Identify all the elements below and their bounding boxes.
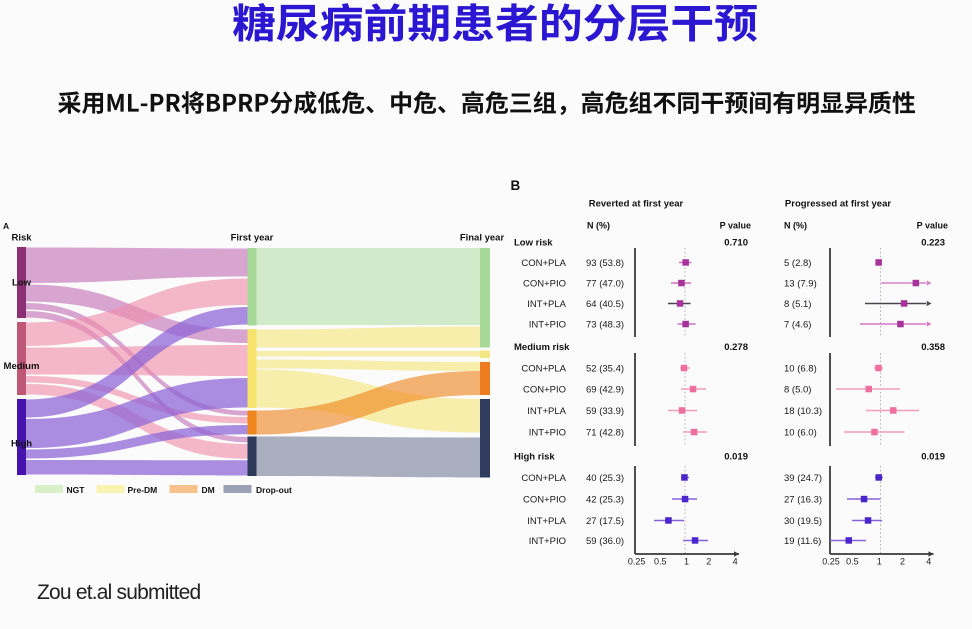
svg-text:0.019: 0.019: [724, 452, 748, 463]
svg-text:4: 4: [926, 557, 931, 567]
svg-text:0.5: 0.5: [654, 557, 667, 567]
svg-text:0.223: 0.223: [921, 238, 945, 249]
svg-text:19 (11.6): 19 (11.6): [784, 536, 821, 547]
svg-text:CON+PLA: CON+PLA: [521, 473, 566, 484]
svg-text:59 (36.0): 59 (36.0): [586, 536, 624, 547]
svg-text:INT+PIO: INT+PIO: [529, 428, 566, 439]
svg-text:18 (10.3): 18 (10.3): [784, 406, 822, 417]
svg-text:0.358: 0.358: [921, 342, 945, 353]
svg-text:CON+PIO: CON+PIO: [523, 279, 566, 290]
svg-text:Low risk: Low risk: [514, 238, 553, 249]
svg-text:0.25: 0.25: [628, 557, 646, 567]
svg-text:39 (24.7): 39 (24.7): [784, 473, 822, 484]
svg-text:Drop-out: Drop-out: [256, 485, 292, 495]
svg-text:13 (7.9): 13 (7.9): [784, 279, 817, 290]
svg-text:INT+PIO: INT+PIO: [529, 320, 566, 331]
svg-text:INT+PIO: INT+PIO: [529, 536, 566, 547]
svg-text:27 (16.3): 27 (16.3): [784, 495, 822, 506]
svg-text:10 (6.0): 10 (6.0): [784, 428, 817, 439]
svg-text:69 (42.9): 69 (42.9): [586, 385, 624, 396]
svg-text:Medium: Medium: [4, 361, 40, 372]
svg-text:4: 4: [733, 557, 738, 567]
svg-text:2: 2: [706, 557, 711, 567]
svg-text:Progressed at first year: Progressed at first year: [785, 199, 891, 210]
svg-text:P value: P value: [720, 221, 751, 231]
svg-text:High: High: [11, 439, 32, 450]
svg-text:0.019: 0.019: [921, 452, 945, 463]
svg-text:High risk: High risk: [514, 452, 555, 463]
svg-text:P value: P value: [917, 221, 948, 231]
svg-text:0.710: 0.710: [724, 238, 748, 249]
svg-text:73 (48.3): 73 (48.3): [586, 320, 624, 331]
svg-text:7 (4.6): 7 (4.6): [784, 320, 811, 331]
svg-text:B: B: [511, 178, 521, 193]
svg-text:NGT: NGT: [67, 485, 86, 495]
svg-text:N (%): N (%): [784, 221, 807, 231]
svg-text:DM: DM: [202, 485, 215, 495]
svg-text:8 (5.1): 8 (5.1): [784, 299, 811, 310]
svg-text:1: 1: [877, 557, 882, 567]
svg-text:A: A: [3, 221, 9, 231]
svg-text:0.5: 0.5: [846, 557, 859, 567]
svg-text:INT+PLA: INT+PLA: [527, 299, 566, 310]
svg-text:INT+PLA: INT+PLA: [527, 406, 566, 417]
svg-text:Risk: Risk: [12, 233, 33, 244]
svg-text:Pre-DM: Pre-DM: [128, 485, 158, 495]
svg-text:71 (42.8): 71 (42.8): [586, 428, 624, 439]
svg-text:93 (53.8): 93 (53.8): [586, 258, 624, 269]
svg-text:52 (35.4): 52 (35.4): [586, 364, 624, 375]
svg-text:30 (19.5): 30 (19.5): [784, 516, 822, 527]
svg-text:CON+PIO: CON+PIO: [523, 495, 566, 506]
svg-text:77 (47.0): 77 (47.0): [586, 279, 624, 290]
svg-text:0.25: 0.25: [822, 557, 840, 567]
svg-text:10 (6.8): 10 (6.8): [784, 364, 817, 375]
svg-text:First year: First year: [231, 233, 274, 244]
svg-text:2: 2: [900, 557, 905, 567]
svg-text:8 (5.0): 8 (5.0): [784, 385, 811, 396]
svg-text:CON+PLA: CON+PLA: [521, 364, 566, 375]
svg-text:42 (25.3): 42 (25.3): [586, 495, 624, 506]
svg-text:CON+PLA: CON+PLA: [521, 258, 566, 269]
svg-text:Final year: Final year: [460, 233, 505, 244]
svg-text:1: 1: [684, 557, 689, 567]
svg-text:59 (33.9): 59 (33.9): [586, 406, 624, 417]
svg-text:64 (40.5): 64 (40.5): [586, 299, 624, 310]
svg-text:27 (17.5): 27 (17.5): [586, 516, 624, 527]
svg-text:Low: Low: [12, 278, 32, 289]
svg-text:5 (2.8): 5 (2.8): [784, 258, 811, 269]
svg-text:Reverted at first year: Reverted at first year: [589, 199, 684, 210]
svg-text:40 (25.3): 40 (25.3): [586, 473, 624, 484]
svg-text:Medium risk: Medium risk: [514, 342, 570, 353]
svg-text:CON+PIO: CON+PIO: [523, 385, 566, 396]
svg-text:INT+PLA: INT+PLA: [527, 516, 566, 527]
svg-text:N (%): N (%): [587, 221, 610, 231]
svg-text:0.278: 0.278: [724, 342, 748, 353]
